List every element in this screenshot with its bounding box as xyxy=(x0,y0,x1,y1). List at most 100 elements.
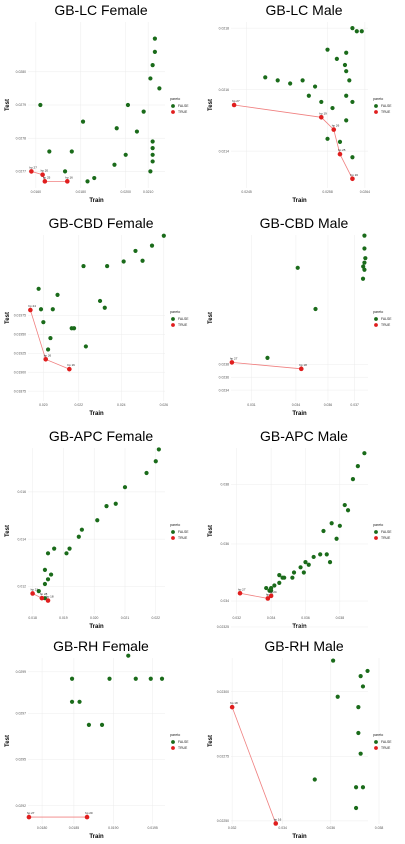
data-point-false xyxy=(133,248,138,254)
data-point-false xyxy=(277,572,282,578)
data-point-true xyxy=(26,814,32,820)
data-point-true xyxy=(84,814,90,820)
point-label: hp 27 xyxy=(230,356,238,360)
data-point-true xyxy=(39,595,45,601)
y-tick-label: 0.02250 xyxy=(217,819,229,823)
point-label: hp 19 xyxy=(319,111,327,115)
panel-title: GB-LC Male xyxy=(265,2,342,18)
legend-swatch-true xyxy=(374,110,378,114)
data-point-false xyxy=(334,536,339,541)
data-point-false xyxy=(306,562,311,567)
data-point-false xyxy=(344,93,349,98)
panel-gb-rh-male: GB-RH Male 0.032 0.034 0.036 0.038 0.02250 0.0… xyxy=(208,625,392,840)
legend-swatch-false xyxy=(171,740,175,744)
data-point-false xyxy=(41,320,46,325)
panel-title: GB-RH Female xyxy=(53,638,149,654)
legend-title: pareto xyxy=(373,97,383,101)
point-label: hp 21 xyxy=(31,587,39,591)
data-point-false xyxy=(327,560,333,565)
data-point-false xyxy=(312,777,317,782)
data-point-false xyxy=(353,805,359,811)
x-axis-title: Train xyxy=(89,411,104,417)
y-tick-label: 0.0278 xyxy=(16,136,26,140)
data-point-false xyxy=(50,307,55,312)
point-label: hp 20 xyxy=(41,169,49,173)
data-point-false xyxy=(81,263,86,269)
x-tick-label: 0.0264 xyxy=(360,190,370,194)
legend-label: TRUE xyxy=(381,323,391,327)
data-point-false xyxy=(330,105,335,111)
data-point-true xyxy=(350,176,355,182)
data-point-false xyxy=(150,159,155,164)
x-tick-label: 0.0180 xyxy=(76,190,86,194)
x-tick-label: 0.0258 xyxy=(322,190,332,194)
data-point-false xyxy=(107,676,112,681)
data-point-false xyxy=(64,551,69,556)
legend-title: pareto xyxy=(373,733,383,737)
data-point-false xyxy=(344,50,349,55)
data-point-false xyxy=(265,355,270,360)
data-point-false xyxy=(353,785,359,790)
x-tick-label: 0.0160 xyxy=(31,190,41,194)
data-point-false xyxy=(275,78,280,83)
x-tick-label: 0.019 xyxy=(59,616,68,620)
data-point-false xyxy=(121,259,126,264)
data-point-false xyxy=(291,570,297,575)
data-point-true xyxy=(273,821,279,826)
y-tick-label: 0.02275 xyxy=(217,754,229,758)
data-point-false xyxy=(79,527,84,532)
data-point-false xyxy=(356,705,361,710)
y-tick-label: 0.0297 xyxy=(16,712,26,716)
data-point-false xyxy=(362,451,367,456)
data-point-false xyxy=(360,276,366,281)
x-axis-title: Train xyxy=(89,834,104,840)
panel-title: GB-CBD Female xyxy=(48,215,153,231)
data-point-true xyxy=(265,596,271,601)
x-tick-label: 0.036 xyxy=(301,616,310,620)
data-point-false xyxy=(105,263,110,269)
data-point-false xyxy=(159,676,165,681)
data-point-false xyxy=(303,560,308,565)
data-point-false xyxy=(45,347,51,352)
data-point-false xyxy=(319,99,324,105)
y-axis-title: Test xyxy=(208,525,214,537)
point-label: hp 16 xyxy=(65,175,73,179)
data-point-false xyxy=(355,464,360,469)
legend-swatch-true xyxy=(374,323,378,327)
data-point-true xyxy=(43,357,49,362)
data-point-false xyxy=(141,109,146,114)
x-tick-label: 0.0210 xyxy=(143,190,153,194)
y-tick-label: 0.016 xyxy=(18,490,27,494)
x-tick-label: 0.022 xyxy=(152,616,161,620)
data-point-false xyxy=(350,477,356,482)
data-point-false xyxy=(99,722,105,727)
panel-gb-rh-female: GB-RH Female 0.0180 0.0185 0.0190 0.0195 0.02… xyxy=(5,638,189,840)
data-point-false xyxy=(360,785,366,790)
point-label: hp 27 xyxy=(238,587,246,591)
data-point-false xyxy=(148,676,153,681)
legend-label: FALSE xyxy=(178,104,189,108)
data-point-false xyxy=(55,292,60,297)
x-tick-label: 0.022 xyxy=(75,403,84,407)
data-point-false xyxy=(69,676,75,681)
legend-label: FALSE xyxy=(178,317,189,321)
data-point-false xyxy=(86,722,92,727)
x-axis-title: Train xyxy=(292,198,307,204)
data-point-false xyxy=(359,29,364,34)
point-label: hp 18 xyxy=(46,595,54,599)
data-point-false xyxy=(312,84,318,89)
x-tick-label: 0.034 xyxy=(292,403,301,407)
legend-swatch-true xyxy=(171,536,175,540)
y-tick-label: 0.038 xyxy=(221,483,230,487)
panel-gb-lc-female: GB-LC Female 0.0160 0.0180 0.0200 0.0210 0.02… xyxy=(5,2,189,204)
data-point-false xyxy=(324,552,329,557)
panel-gb-apc-female: GB-APC Female 0.018 0.019 0.020 0.021 0.022 0.… xyxy=(5,428,189,630)
data-point-false xyxy=(157,86,162,91)
data-point-false xyxy=(325,47,330,52)
data-point-false xyxy=(152,36,157,41)
legend-title: pareto xyxy=(170,733,180,737)
data-point-false xyxy=(345,508,351,513)
data-point-true xyxy=(65,179,70,184)
data-point-false xyxy=(95,518,100,523)
point-label: hp 27 xyxy=(29,165,37,169)
